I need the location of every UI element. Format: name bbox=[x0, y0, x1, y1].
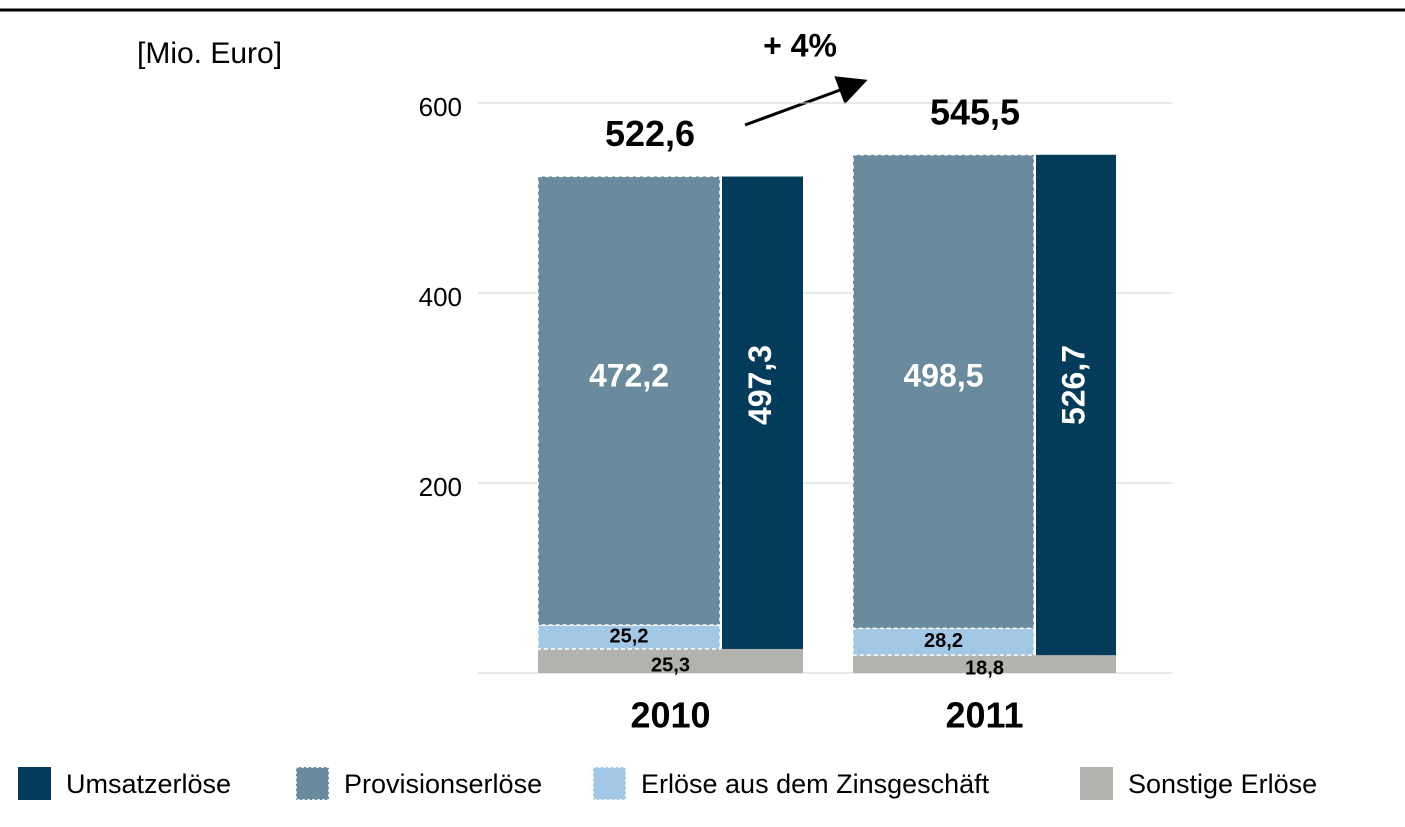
x-tick-label: 2010 bbox=[630, 695, 710, 736]
annotation: + 4% bbox=[763, 27, 837, 63]
y-tick-label: 200 bbox=[419, 472, 462, 502]
value-label: 25,2 bbox=[610, 625, 649, 647]
legend-label: Sonstige Erlöse bbox=[1128, 769, 1317, 799]
y-tick-label: 600 bbox=[419, 92, 462, 122]
bar-segment bbox=[537, 175, 721, 626]
bar-segment bbox=[853, 655, 1116, 673]
legend-swatch bbox=[295, 766, 330, 801]
total-label: 522,6 bbox=[605, 113, 695, 154]
legend-label: Provisionserlöse bbox=[344, 769, 542, 799]
x-tick-label: 2011 bbox=[945, 695, 1023, 736]
value-label: 25,3 bbox=[651, 654, 690, 676]
bar-segment bbox=[538, 648, 803, 673]
bar-segment bbox=[1036, 154, 1116, 656]
value-label: 498,5 bbox=[903, 357, 983, 393]
value-label: 18,8 bbox=[965, 657, 1004, 679]
bar-segment bbox=[722, 176, 803, 649]
total-label: 545,5 bbox=[930, 91, 1020, 132]
value-label: 28,2 bbox=[924, 630, 963, 652]
legend-swatch bbox=[18, 767, 51, 800]
bar-segment bbox=[852, 627, 1035, 656]
bar-segment bbox=[852, 154, 1035, 630]
legend-label: Umsatzerlöse bbox=[66, 769, 231, 799]
legend-swatch bbox=[592, 766, 627, 801]
unit-label: [Mio. Euro] bbox=[137, 37, 282, 70]
value-label: 472,2 bbox=[589, 357, 669, 393]
y-tick-label: 400 bbox=[419, 282, 462, 312]
value-label: 526,7 bbox=[1055, 345, 1091, 425]
value-label: 497,3 bbox=[742, 345, 778, 425]
legend-swatch bbox=[1080, 767, 1113, 800]
legend-label: Erlöse aus dem Zinsgeschäft bbox=[641, 769, 990, 799]
